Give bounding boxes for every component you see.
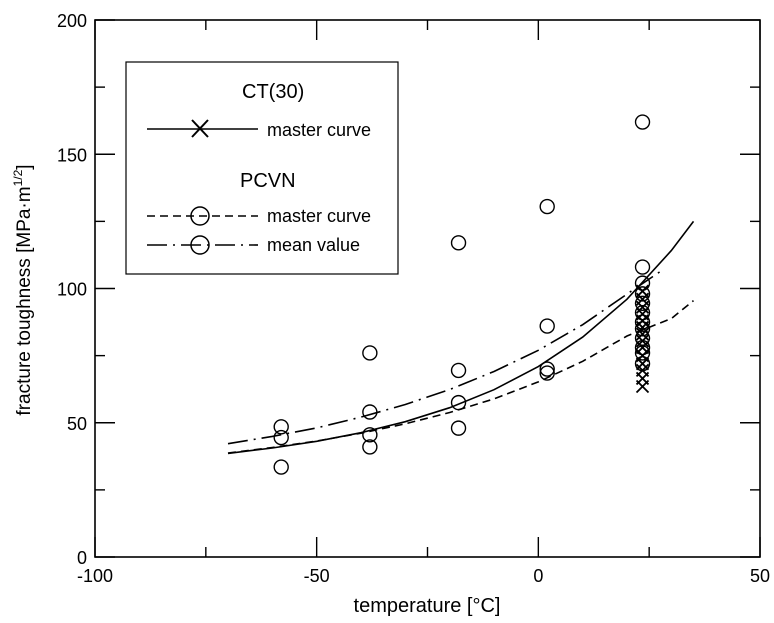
ct30-data-point-stroke [635, 307, 650, 321]
pcvn-data-point [273, 419, 289, 435]
legend-title-ct30: CT(30) [242, 81, 304, 103]
legend-box [125, 61, 399, 275]
pcvn-data-point [634, 259, 651, 275]
legend-pcvn-master-marker [190, 206, 210, 226]
pcvn-data-point [362, 404, 378, 420]
y-axis-label-end: ] [14, 164, 35, 169]
x-tick-label: -50 [304, 566, 330, 586]
ct30-data-point [635, 357, 650, 371]
x-tick-label: 0 [533, 566, 543, 586]
ct30-data-point [635, 307, 650, 321]
pcvn-data-point [362, 439, 378, 455]
pcvn-data-point [634, 114, 651, 130]
pcvn-data-point [450, 420, 467, 436]
x-axis-label: temperature [°C] [354, 595, 501, 617]
pcvn-data-point [539, 361, 555, 377]
ct30-data-point [635, 300, 650, 314]
ct30-data-point [635, 314, 650, 328]
x-tick-label: -100 [77, 566, 113, 586]
tick-marks [94, 19, 761, 558]
pcvn-data-point [539, 318, 555, 334]
x-tick-label: 50 [750, 566, 770, 586]
series-markers [273, 114, 651, 475]
y-tick-label: 50 [67, 414, 87, 434]
ct30-data-point-stroke [635, 357, 650, 371]
pcvn-data-point [634, 345, 651, 361]
legend-pcvn-mean-marker [190, 235, 210, 255]
ct30-data-point [635, 379, 650, 394]
ct30-data-point-stroke [635, 379, 650, 394]
y-tick-label: 100 [57, 280, 87, 300]
y-tick-label: 200 [57, 11, 87, 31]
pcvn-data-point [362, 345, 378, 361]
pcvn-data-point [450, 394, 467, 411]
y-tick-label: 0 [77, 548, 87, 568]
curve-pcvn-master-curve [227, 299, 695, 454]
curve-pcvn-mean-value [227, 269, 663, 445]
pcvn-data-point [273, 429, 289, 446]
tick-labels: -100 -50 0 50 0 50 100 150 200 [57, 11, 770, 586]
ct30-data-point [635, 334, 650, 348]
ct30-data-point-stroke [635, 300, 650, 314]
y-axis-label-exponent: 1/2 [11, 169, 25, 186]
y-tick-label: 150 [57, 145, 87, 165]
legend-pcvn-mean-label: mean value [267, 235, 360, 255]
legend-title-pcvn: PCVN [240, 170, 296, 192]
ct30-data-point-stroke [635, 334, 650, 348]
pcvn-data-point [450, 235, 467, 251]
legend: CT(30) master curve PCVN master curve me… [125, 61, 399, 275]
pcvn-data-point [634, 286, 651, 302]
pcvn-data-point [273, 459, 289, 475]
series-curves [227, 220, 695, 455]
pcvn-data-point [450, 362, 467, 379]
legend-ct30-x-marker [191, 119, 209, 138]
y-axis-label: fracture toughness [MPa·m1/2] [11, 164, 35, 415]
legend-pcvn-master-label: master curve [267, 206, 371, 226]
ct30-data-point-stroke [635, 320, 650, 335]
legend-ct30-label: master curve [267, 120, 371, 140]
ct30-data-point-stroke [635, 314, 650, 328]
pcvn-data-point [634, 295, 651, 311]
pcvn-data-point [362, 427, 378, 443]
ct30-data-point [635, 320, 650, 335]
pcvn-data-point [539, 198, 555, 215]
ct30-data-point [635, 327, 650, 341]
pcvn-data-point [634, 330, 651, 346]
pcvn-data-point [539, 365, 555, 381]
y-axis-label-main: fracture toughness [MPa·m [14, 186, 35, 415]
ct30-data-point-stroke [635, 327, 650, 341]
